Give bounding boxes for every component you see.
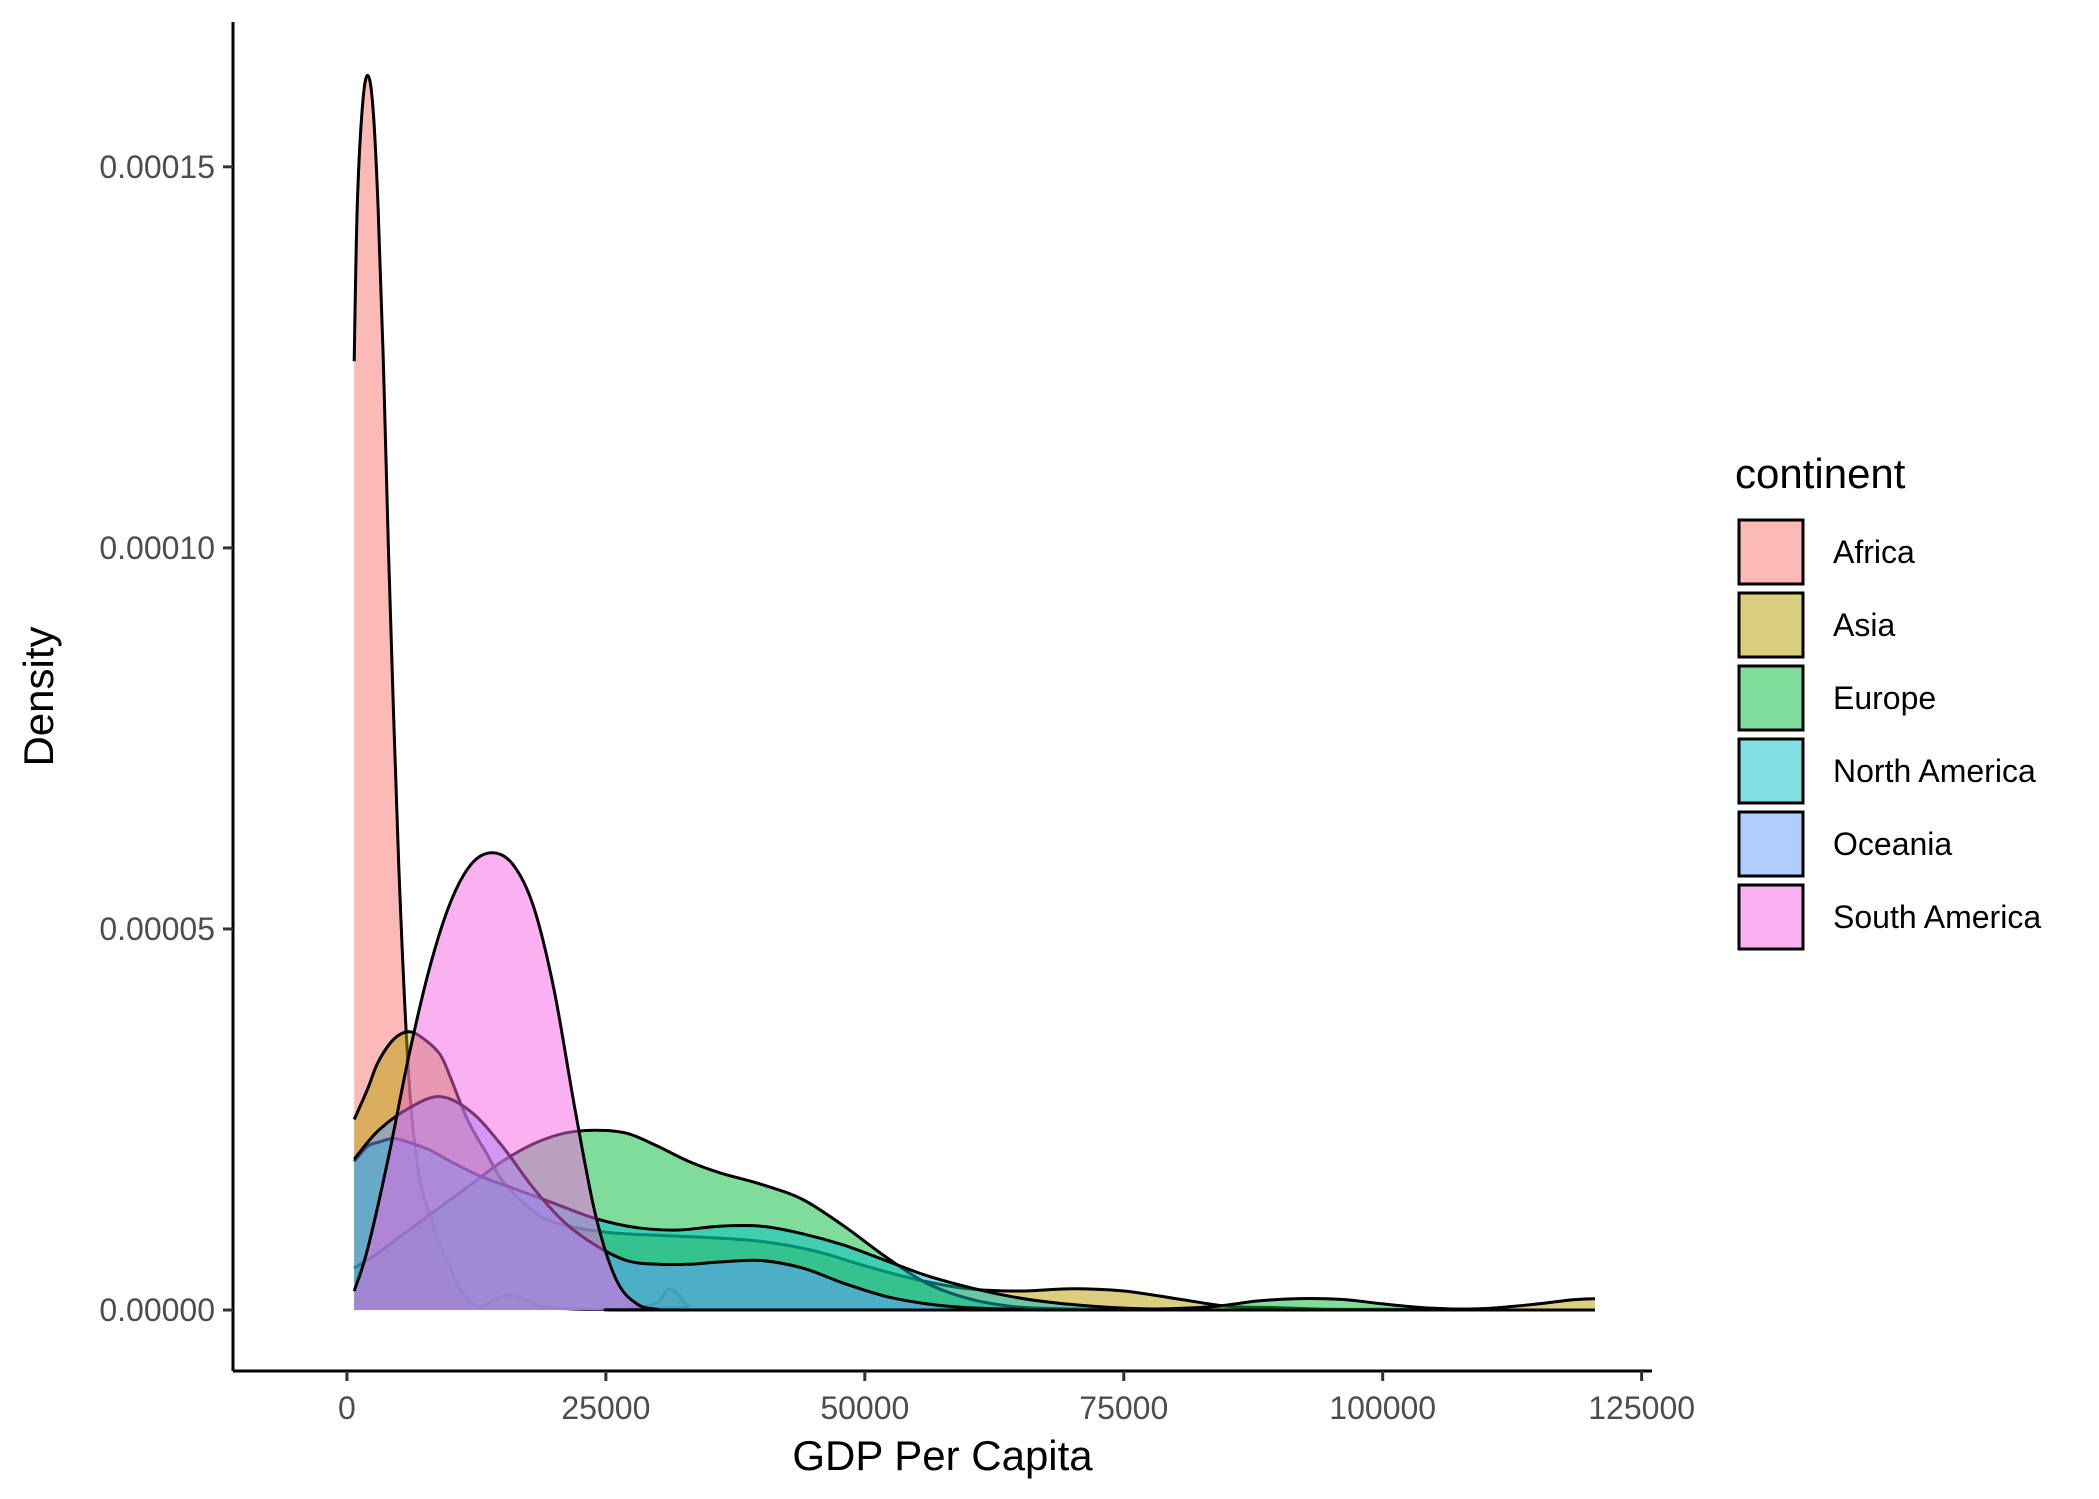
legend-key-europe [1737,664,1805,732]
legend-key-oceania [1737,810,1805,878]
x-tick-label: 50000 [820,1390,909,1426]
legend-label-south-america: South America [1833,899,2041,935]
legend-label-africa: Africa [1833,534,1915,570]
y-tick-label: 0.00015 [99,149,215,185]
y-tick-label: 0.00000 [99,1292,215,1328]
y-tick-label: 0.00010 [99,530,215,566]
x-tick-label: 125000 [1588,1390,1695,1426]
density-area-south-america [354,852,1596,1310]
legend-label-oceania: Oceania [1833,826,1952,862]
legend-key-south-america [1737,883,1805,951]
x-tick-label: 25000 [561,1390,650,1426]
legend-label-europe: Europe [1833,680,1936,716]
x-axis-title: GDP Per Capita [792,1432,1093,1479]
legend-key-africa [1737,518,1805,586]
legend-key-north-america [1737,737,1805,805]
plot-area [352,73,1596,1312]
axes: GDP Per Capita Density 0 25000 50000 75000 1… [15,22,1695,1479]
density-line-south-america [352,851,1595,1312]
y-axis-title: Density [15,626,62,766]
x-tick-label: 0 [338,1390,356,1426]
legend-title: continent [1735,450,1906,497]
x-tick-label: 75000 [1079,1390,1168,1426]
legend-key-asia [1737,591,1805,659]
legend-label-asia: Asia [1833,607,1895,643]
legend: continent Africa Asia Europe North America O… [1735,450,2041,951]
x-tick-label: 100000 [1329,1390,1436,1426]
y-tick-label: 0.00005 [99,911,215,947]
legend-label-north-america: North America [1833,753,2036,789]
